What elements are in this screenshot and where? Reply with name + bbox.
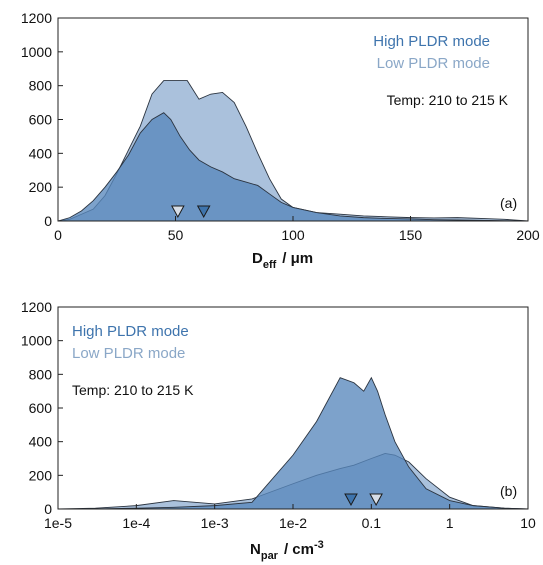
panel-a-x-tick-label: 50 [168, 227, 184, 243]
panel-b-x-ticks: 1e-5 1e-4 1e-3 1e-2 0.1 1 10 [44, 504, 536, 531]
panel-a-x-tick-label: 100 [281, 227, 305, 243]
panel-a-areas [57, 80, 529, 222]
panel-a-x-ticks: 0 50 100 150 200 [54, 216, 540, 243]
panel-a-y-tick-label: 1000 [21, 44, 52, 60]
x-axis-label-b-unit: / cm [284, 541, 314, 558]
panel-b-y-tick-label: 600 [29, 400, 53, 416]
panel-a-x-tick-label: 0 [54, 227, 62, 243]
panel-label-a: (a) [500, 195, 517, 211]
annotation-temp-a: Temp: 210 to 215 K [387, 92, 509, 108]
panel-b-y-tick-label: 400 [29, 434, 53, 450]
panel-b: 1e-5 1e-4 1e-3 1e-2 0.1 1 10 0 200 400 600 800 1000… [21, 299, 536, 562]
panel-b-markers [344, 493, 383, 507]
panel-a-y-tick-label: 600 [29, 112, 53, 128]
x-axis-label-b-main: N [250, 541, 261, 558]
panel-b-x-tick-label: 1e-3 [201, 515, 229, 531]
legend-high-pldr-b: High PLDR mode [72, 323, 189, 340]
panel-a-markers [171, 205, 211, 219]
panel-b-x-tick-label: 1e-4 [122, 515, 150, 531]
legend-low-pldr-b: Low PLDR mode [72, 345, 185, 362]
panel-a-y-tick-label: 1200 [21, 10, 52, 26]
x-axis-label-a: Deff / μm [252, 250, 313, 271]
panel-a-median-marker-1 [171, 205, 185, 219]
annotation-temp-b: Temp: 210 to 215 K [72, 382, 194, 398]
x-axis-label-a-sub: eff [263, 259, 277, 271]
x-axis-label-b-sup: -3 [314, 539, 324, 551]
x-axis-label-b-sub: par [261, 550, 279, 562]
x-axis-label-a-unit: / μm [282, 250, 313, 267]
panel-b-median-marker-2 [369, 493, 383, 507]
panel-b-median-marker-1 [344, 493, 358, 507]
x-axis-label-b: Npar / cm-3 [250, 539, 324, 562]
panel-a-x-tick-label: 150 [399, 227, 423, 243]
panel-a-y-ticks: 0 200 400 600 800 1000 1200 [21, 10, 63, 229]
legend-high-pldr-a: High PLDR mode [373, 33, 490, 50]
panel-b-x-tick-label: 10 [520, 515, 536, 531]
panel-b-x-tick-label: 1e-2 [279, 515, 307, 531]
panel-b-x-tick-label: 0.1 [362, 515, 382, 531]
panel-b-y-tick-label: 1000 [21, 333, 52, 349]
panel-b-series-high-pldr-area [58, 376, 529, 510]
panel-b-y-tick-label: 0 [44, 501, 52, 517]
panel-a-x-tick-label: 200 [516, 227, 540, 243]
panel-a-y-tick-label: 0 [44, 213, 52, 229]
panel-b-areas [57, 376, 529, 510]
panel-label-b: (b) [500, 483, 517, 499]
panel-a-series-high-pldr-area [57, 112, 529, 222]
panel-b-x-tick-label: 1e-5 [44, 515, 72, 531]
panel-b-y-tick-label: 800 [29, 366, 53, 382]
panel-b-y-ticks: 0 200 400 600 800 1000 1200 [21, 299, 63, 517]
panel-a-y-tick-label: 400 [29, 145, 53, 161]
panel-a-y-tick-label: 800 [29, 78, 53, 94]
panel-b-y-tick-label: 1200 [21, 299, 52, 315]
x-axis-label-a-main: D [252, 250, 263, 267]
panel-a-y-tick-label: 200 [29, 179, 53, 195]
panel-a-median-marker-2 [196, 205, 211, 219]
panel-b-y-tick-label: 200 [29, 467, 53, 483]
legend-low-pldr-a: Low PLDR mode [377, 55, 490, 72]
panel-b-x-tick-label: 1 [446, 515, 454, 531]
panel-a: 0 50 100 150 200 0 200 400 600 800 1000 1200 High … [21, 10, 540, 271]
